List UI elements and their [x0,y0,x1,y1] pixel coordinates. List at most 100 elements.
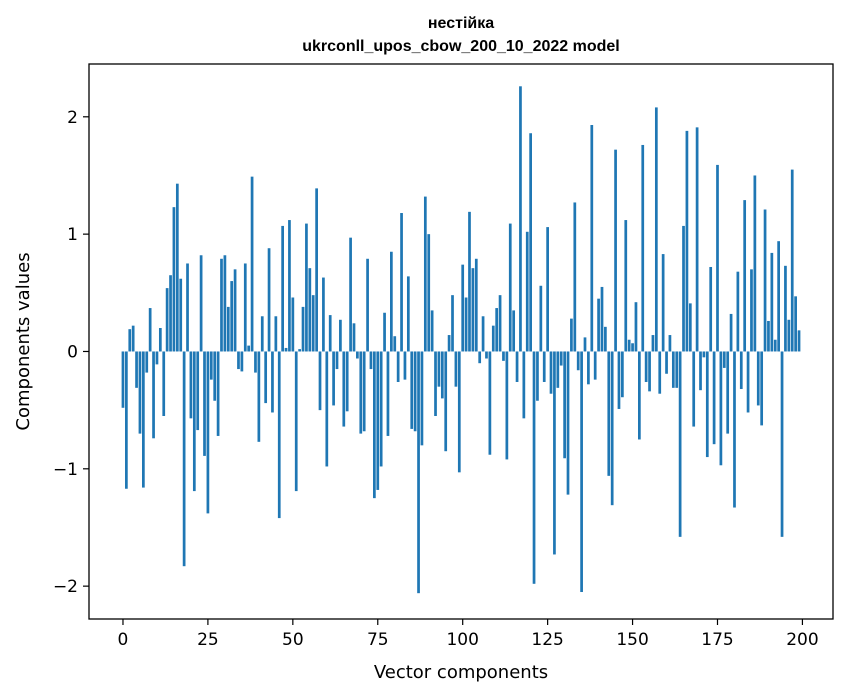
bar-87 [417,351,420,594]
bar-124 [542,351,546,382]
bar-102 [468,211,471,352]
plot-frame [88,63,834,620]
bar-86 [413,351,417,432]
bar-172 [705,351,709,458]
bar-23 [199,255,203,352]
bar-74 [373,351,376,499]
x-tick-label: 50 [282,630,304,650]
bar-156 [651,335,655,352]
bar-66 [345,351,349,412]
x-tick-label: 150 [616,630,648,650]
bar-178 [726,351,730,434]
bar-128 [556,351,560,388]
y-axis-label: Components values [13,252,34,430]
x-axis-label: Vector components [374,662,548,683]
bar-112 [502,351,505,361]
bar-143 [607,351,611,476]
bar-103 [471,268,475,352]
bar-194 [780,351,784,537]
bar-111 [498,295,502,352]
bar-94 [440,351,444,399]
bar-122 [536,351,539,401]
bar-32 [230,281,234,352]
x-tick-label: 200 [786,630,818,650]
bar-175 [716,164,719,352]
bar-162 [671,351,675,388]
bar-20 [189,351,193,419]
bar-71 [362,351,366,432]
bar-89 [423,196,427,352]
bar-7 [145,351,149,373]
bar-125 [546,227,549,352]
bar-51 [294,351,298,492]
bar-6 [142,351,145,488]
bar-176 [719,351,723,466]
bar-18 [182,351,186,567]
bar-131 [566,351,570,495]
bar-44 [271,351,274,413]
bar-127 [553,351,556,555]
bars-group [121,86,801,594]
bar-15 [172,207,176,352]
bar-117 [519,86,522,352]
bar-4 [135,351,138,388]
bar-187 [756,351,760,406]
bar-121 [532,351,536,584]
bar-26 [209,351,213,380]
bar-11 [158,328,162,352]
bar-179 [729,313,733,352]
bar-109 [491,325,495,352]
bar-134 [576,351,580,371]
bar-118 [522,351,526,419]
bar-181 [736,271,740,352]
bar-48 [284,347,288,352]
chart-title: нестійка [428,15,494,32]
ticks-group: 0 25 50 75 100 125 150 175 200 −2 −1 0 1 2 [53,108,819,650]
bar-119 [525,231,529,352]
bar-92 [434,351,437,416]
bar-35 [240,351,244,372]
bar-61 [328,315,332,352]
bar-136 [583,337,587,352]
bar-5 [138,351,142,434]
bar-153 [641,144,645,352]
bar-198 [794,296,797,352]
bar-77 [383,312,386,352]
bar-8 [148,308,152,352]
bar-197 [790,169,794,352]
bar-157 [654,107,658,352]
x-tick-label: 125 [531,630,563,650]
bar-30 [223,255,227,352]
bar-166 [685,130,689,352]
bar-81 [396,351,400,382]
bar-76 [379,351,383,467]
bar-170 [699,351,702,391]
bar-63 [335,351,339,370]
y-tick-label: 0 [67,342,78,362]
bar-169 [695,127,699,352]
bar-168 [692,351,696,427]
bar-22 [196,351,200,431]
bar-195 [784,265,787,352]
bar-154 [644,351,648,382]
bar-16 [175,183,179,352]
bar-158 [658,351,662,394]
bar-64 [339,319,342,352]
bar-138 [590,125,594,352]
bar-183 [743,200,747,352]
bar-80 [393,336,397,352]
bar-188 [760,351,764,426]
bar-132 [570,318,573,352]
bar-65 [342,351,346,427]
bar-196 [787,319,791,352]
bar-174 [712,351,716,445]
bar-36 [243,263,247,352]
bar-106 [481,316,485,352]
bar-130 [563,351,566,459]
bar-185 [750,269,753,352]
bar-12 [162,351,166,416]
bar-100 [461,264,465,352]
bar-140 [597,298,600,352]
bar-139 [593,351,597,380]
